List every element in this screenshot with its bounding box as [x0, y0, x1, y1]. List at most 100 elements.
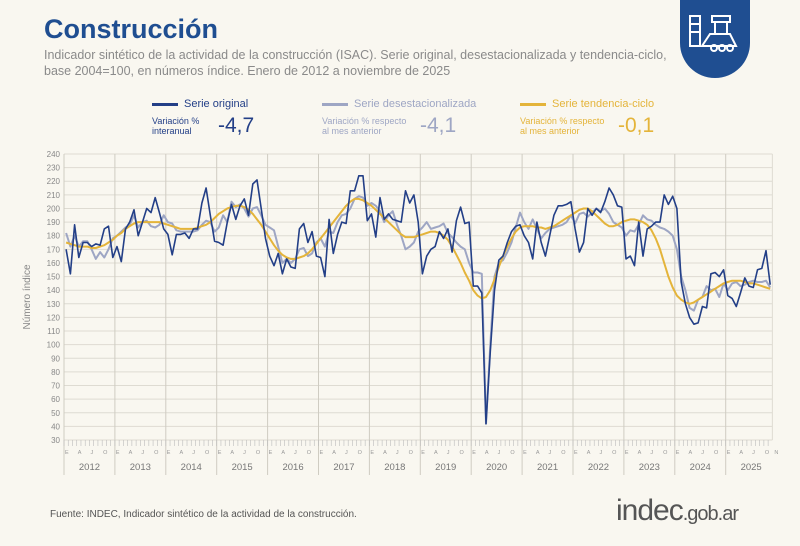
y-tick-label: 60 — [51, 395, 60, 404]
x-year-label: 2014 — [181, 462, 202, 473]
month-label: O — [103, 450, 108, 456]
month-label: A — [383, 450, 387, 456]
month-label: E — [727, 450, 731, 456]
month-label: A — [129, 450, 133, 456]
month-label: A — [739, 450, 743, 456]
y-tick-label: 190 — [47, 218, 61, 227]
month-label: A — [485, 450, 489, 456]
variation-value: -4,7 — [218, 114, 255, 137]
x-year-label: 2022 — [588, 462, 609, 473]
y-tick-label: 40 — [51, 422, 60, 431]
month-label: A — [78, 450, 82, 456]
month-label: J — [345, 450, 348, 456]
month-label: E — [218, 450, 222, 456]
month-label: J — [498, 450, 501, 456]
x-year-label: 2024 — [690, 462, 711, 473]
variation-label: Variación % interanual — [152, 116, 200, 136]
month-label: E — [676, 450, 680, 456]
x-year-label: 2020 — [486, 462, 507, 473]
month-label: A — [332, 450, 336, 456]
y-tick-label: 150 — [47, 273, 61, 282]
month-label: J — [701, 450, 704, 456]
month-label: J — [599, 450, 602, 456]
x-year-label: 2019 — [435, 462, 456, 473]
y-tick-label: 240 — [47, 150, 61, 159]
legend-label: Serie desestacionalizada — [354, 98, 477, 110]
month-label: E — [370, 450, 374, 456]
x-year-label: 2012 — [79, 462, 100, 473]
month-label: A — [434, 450, 438, 456]
month-label: O — [205, 450, 210, 456]
legend-swatch — [322, 102, 348, 106]
x-year-label: 2013 — [130, 462, 151, 473]
variation-label: Variación % respecto al mes anterior — [520, 116, 605, 136]
month-label: E — [625, 450, 629, 456]
month-label: J — [549, 450, 552, 456]
y-tick-label: 70 — [51, 382, 60, 391]
month-label: O — [307, 450, 312, 456]
month-label: O — [714, 450, 719, 456]
month-label: A — [536, 450, 540, 456]
y-tick-label: 100 — [47, 341, 61, 350]
month-label: J — [650, 450, 653, 456]
legend-item-original: Serie original Variación % interanual -4,… — [152, 98, 254, 138]
y-tick-label: 120 — [47, 313, 61, 322]
x-year-label: 2016 — [282, 462, 303, 473]
month-label: A — [689, 450, 693, 456]
y-tick-label: 160 — [47, 259, 61, 268]
y-tick-label: 80 — [51, 368, 60, 377]
month-label: O — [154, 450, 159, 456]
month-label: A — [587, 450, 591, 456]
x-year-label: 2017 — [333, 462, 354, 473]
month-label: E — [167, 450, 171, 456]
y-tick-label: 140 — [47, 286, 61, 295]
x-year-label: 2018 — [384, 462, 405, 473]
month-label: O — [409, 450, 414, 456]
month-label: E — [574, 450, 578, 456]
y-tick-label: 180 — [47, 232, 61, 241]
y-tick-label: 210 — [47, 191, 61, 200]
month-label: A — [638, 450, 642, 456]
month-label: E — [116, 450, 120, 456]
legend-item-desestacionalizada: Serie desestacionalizada Variación % res… — [322, 98, 476, 138]
y-tick-label: 110 — [47, 327, 60, 336]
month-label: J — [90, 450, 93, 456]
month-label: A — [230, 450, 234, 456]
month-label: O — [510, 450, 515, 456]
month-label: O — [256, 450, 261, 456]
month-label: E — [472, 450, 476, 456]
page-subtitle: Indicador sintético de la actividad de l… — [44, 48, 667, 78]
month-label: A — [180, 450, 184, 456]
month-label: J — [192, 450, 195, 456]
month-label: O — [765, 450, 770, 456]
series-line-tendencia — [65, 197, 771, 305]
month-label: N — [774, 450, 778, 456]
y-tick-label: 220 — [47, 177, 61, 186]
month-label: J — [396, 450, 399, 456]
month-label: E — [421, 450, 425, 456]
month-label: J — [141, 450, 144, 456]
y-tick-label: 50 — [51, 409, 60, 418]
month-label: J — [447, 450, 450, 456]
legend-item-tendencia: Serie tendencia-ciclo Variación % respec… — [520, 98, 654, 138]
month-label: E — [523, 450, 527, 456]
x-year-label: 2023 — [639, 462, 660, 473]
legend-label: Serie original — [184, 98, 249, 110]
y-tick-label: 170 — [47, 245, 61, 254]
page-title: Construcción — [44, 14, 219, 44]
month-label: O — [663, 450, 668, 456]
series-line-original — [65, 175, 771, 425]
month-label: O — [612, 450, 617, 456]
y-tick-label: 230 — [47, 164, 61, 173]
month-label: E — [65, 450, 69, 456]
month-label: O — [358, 450, 363, 456]
y-tick-label: 30 — [51, 436, 60, 445]
y-tick-label: 90 — [51, 354, 60, 363]
month-label: O — [459, 450, 464, 456]
y-tick-label: 130 — [47, 300, 61, 309]
month-label: J — [752, 450, 755, 456]
y-tick-label: 200 — [47, 204, 61, 213]
month-label: E — [320, 450, 324, 456]
month-label: E — [269, 450, 273, 456]
legend-label: Serie tendencia-ciclo — [552, 98, 655, 110]
